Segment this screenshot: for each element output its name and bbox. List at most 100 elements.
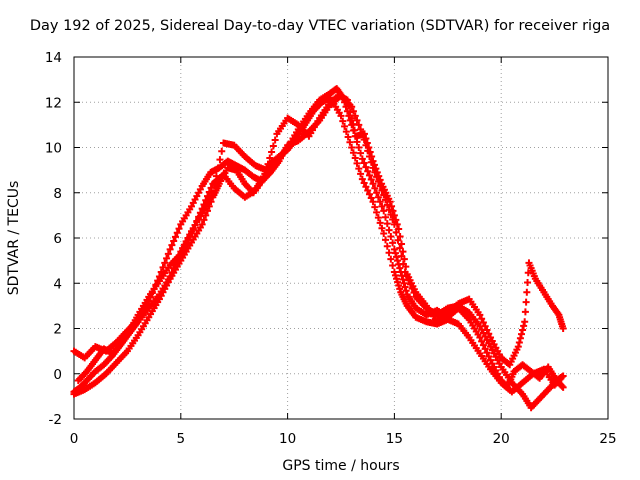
series-track-4: [74, 91, 567, 385]
data-point: [344, 133, 352, 141]
data-point: [516, 334, 524, 342]
data-point: [483, 349, 491, 357]
x-tick-label: 10: [279, 431, 296, 447]
data-point: [388, 202, 396, 210]
data-point: [558, 382, 566, 390]
data-point: [396, 264, 404, 272]
data-point: [207, 184, 215, 192]
data-point: [374, 193, 382, 201]
data-point: [175, 225, 183, 233]
data-point: [514, 343, 522, 351]
y-tick-label: 0: [53, 367, 62, 383]
data-point: [166, 272, 174, 280]
data-point: [161, 259, 169, 267]
data-point: [346, 108, 354, 116]
data-point: [559, 325, 567, 332]
data-point: [375, 172, 383, 180]
data-point: [376, 198, 384, 206]
data-point: [371, 184, 379, 192]
data-point: [157, 268, 165, 276]
data-point: [357, 170, 365, 178]
data-point: [363, 139, 371, 147]
data-point: [382, 236, 389, 244]
data-point: [357, 149, 365, 157]
data-point: [171, 260, 179, 268]
data-point: [170, 264, 178, 272]
data-point: [198, 220, 206, 228]
data-point: [483, 326, 491, 334]
data-point: [353, 138, 361, 146]
x-tick-label: 5: [177, 431, 186, 447]
data-point: [376, 176, 384, 184]
data-point: [385, 226, 393, 234]
data-point: [395, 282, 403, 290]
data-point: [390, 268, 398, 276]
x-axis-label: GPS time / hours: [282, 458, 400, 474]
data-point: [365, 144, 373, 151]
data-point: [383, 242, 391, 250]
data-point: [394, 278, 402, 286]
data-point: [517, 330, 525, 338]
data-point: [369, 180, 377, 188]
data-point: [402, 263, 410, 271]
data-point: [378, 224, 386, 232]
data-point: [358, 175, 366, 183]
data-point: [396, 285, 404, 293]
data-point: [360, 179, 368, 187]
data-point: [380, 229, 388, 237]
data-point: [369, 157, 377, 165]
y-tick-label: 12: [45, 95, 62, 111]
data-point: [378, 202, 386, 210]
data-point: [266, 154, 274, 162]
data-point: [171, 233, 179, 241]
data-point: [485, 352, 493, 360]
data-point: [400, 255, 408, 263]
data-point: [211, 180, 219, 188]
data-point: [212, 172, 220, 180]
data-point: [271, 136, 279, 144]
data-point: [214, 164, 222, 172]
series-track-2: [70, 94, 565, 398]
data-point: [173, 229, 181, 237]
data-point: [170, 237, 178, 245]
data-point: [391, 271, 399, 279]
data-point: [150, 285, 158, 293]
data-point: [345, 102, 353, 110]
data-point: [351, 154, 359, 162]
data-point: [362, 163, 370, 171]
y-tick-label: 8: [53, 186, 62, 202]
data-point: [373, 208, 381, 216]
data-point: [559, 383, 567, 391]
data-point: [485, 330, 493, 338]
data-point: [402, 287, 410, 295]
data-point: [386, 198, 394, 206]
data-point: [175, 252, 183, 260]
data-point: [519, 326, 527, 334]
data-point: [394, 257, 402, 265]
x-tick-label: 0: [70, 431, 79, 447]
data-point: [147, 293, 155, 301]
data-point: [382, 213, 389, 221]
data-point: [269, 142, 277, 150]
data-point: [349, 120, 357, 128]
data-point: [364, 186, 372, 194]
data-point: [163, 254, 171, 262]
data-point: [268, 148, 276, 156]
data-point: [374, 214, 382, 222]
data-point: [478, 337, 486, 345]
data-point: [353, 116, 361, 124]
data-point: [395, 225, 403, 233]
data-point: [362, 183, 370, 191]
data-point: [152, 281, 160, 289]
data-point: [166, 245, 174, 253]
data-point: [393, 220, 401, 228]
data-point: [391, 249, 399, 257]
data-point: [476, 311, 484, 319]
data-point: [390, 245, 398, 253]
chart-title: Day 192 of 2025, Sidereal Day-to-day VTE…: [29, 18, 611, 34]
data-point: [398, 240, 406, 248]
data-point: [366, 148, 374, 156]
x-tick-label: 15: [386, 431, 403, 447]
data-point: [355, 165, 363, 173]
y-tick-label: 6: [53, 231, 62, 247]
